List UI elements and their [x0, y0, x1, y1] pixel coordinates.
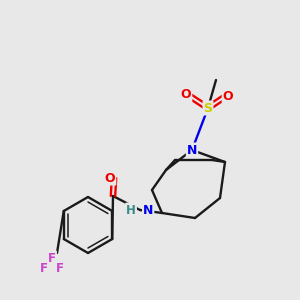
- Text: N: N: [187, 143, 197, 157]
- Text: H: H: [126, 203, 136, 217]
- Text: O: O: [223, 89, 233, 103]
- Text: O: O: [105, 172, 115, 184]
- Text: N: N: [143, 203, 153, 217]
- Text: O: O: [181, 88, 191, 101]
- Text: F: F: [56, 262, 64, 275]
- Text: F: F: [48, 251, 56, 265]
- Text: S: S: [203, 101, 212, 115]
- Text: F: F: [40, 262, 48, 275]
